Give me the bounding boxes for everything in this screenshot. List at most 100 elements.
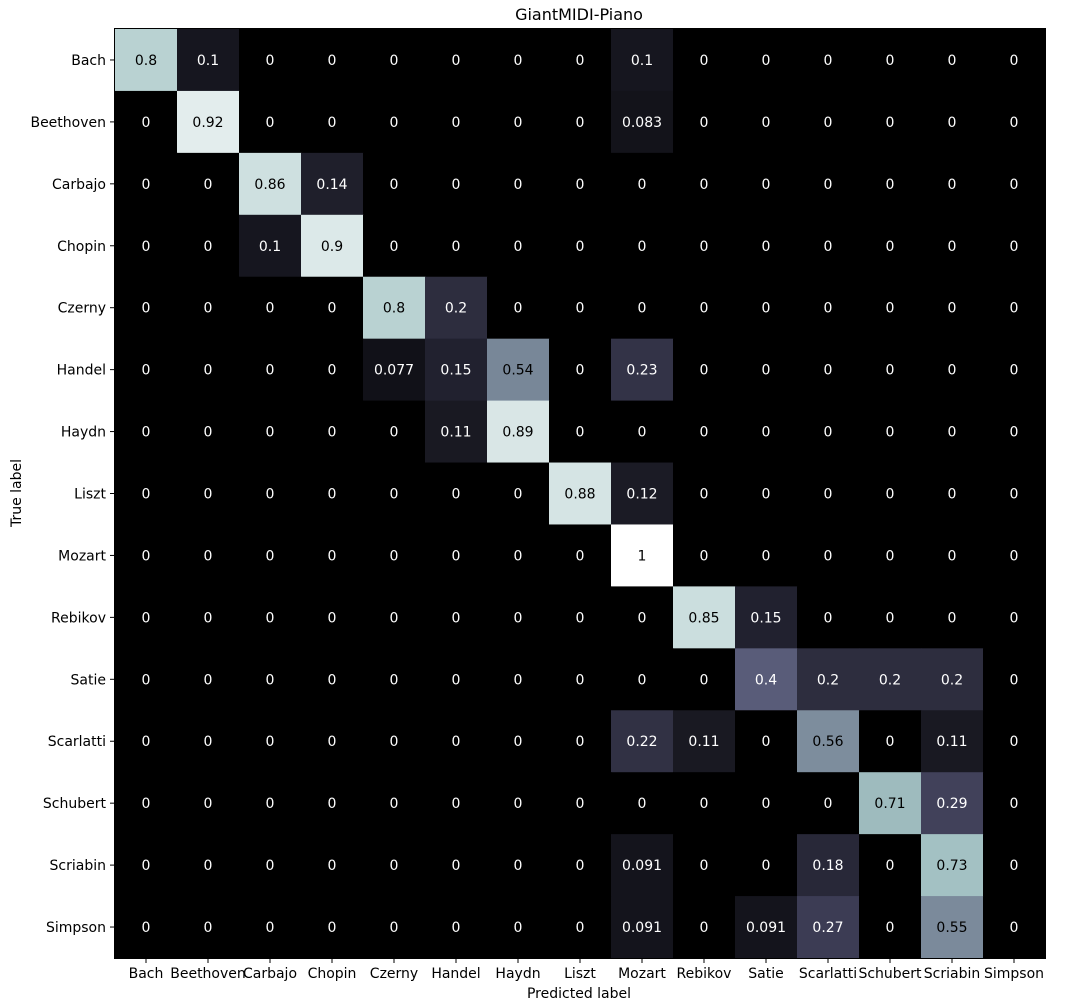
heatmap-cell bbox=[549, 400, 612, 464]
cell-value-label: 0 bbox=[452, 920, 461, 936]
cell-value-label: 0 bbox=[824, 177, 833, 193]
cell-value-label: 0 bbox=[948, 363, 957, 379]
cell-value-label: 0 bbox=[328, 672, 337, 688]
cell-value-label: 0 bbox=[700, 796, 709, 812]
cell-value-label: 0 bbox=[142, 672, 151, 688]
cell-value-label: 0 bbox=[886, 734, 895, 750]
heatmap-cell bbox=[983, 276, 1046, 340]
heatmap-cell bbox=[611, 152, 674, 216]
heatmap-cell bbox=[549, 462, 612, 525]
cell-value-label: 0 bbox=[1010, 177, 1019, 193]
cell-value-label: 0 bbox=[266, 487, 275, 503]
heatmap-cell bbox=[301, 834, 364, 897]
heatmap-cell bbox=[239, 90, 302, 154]
cell-value-label: 0.2 bbox=[817, 672, 839, 688]
cell-value-label: 0 bbox=[204, 301, 213, 317]
heatmap-cell bbox=[673, 834, 736, 897]
heatmap-cell bbox=[487, 462, 550, 525]
cell-value-label: 0 bbox=[390, 734, 399, 750]
heatmap-cell bbox=[115, 648, 178, 711]
cell-value-label: 0.55 bbox=[936, 920, 967, 936]
cell-value-label: 0 bbox=[452, 53, 461, 69]
cell-value-label: 0.54 bbox=[502, 363, 533, 379]
cell-value-label: 0 bbox=[824, 487, 833, 503]
cell-value-label: 0 bbox=[142, 796, 151, 812]
cell-value-label: 0 bbox=[266, 920, 275, 936]
x-tick-label: Scriabin bbox=[924, 966, 980, 982]
heatmap-cell bbox=[177, 152, 240, 216]
heatmap-cell bbox=[735, 524, 798, 587]
cell-value-label: 0 bbox=[1010, 425, 1019, 441]
y-tick-label: Haydn bbox=[61, 425, 106, 441]
cell-value-label: 0 bbox=[1010, 115, 1019, 131]
heatmap-cell bbox=[859, 338, 922, 402]
cell-value-label: 0.29 bbox=[936, 796, 967, 812]
heatmap-cell bbox=[425, 710, 488, 773]
heatmap-cell bbox=[425, 276, 488, 340]
cell-value-label: 0 bbox=[824, 425, 833, 441]
cell-value-label: 0 bbox=[390, 548, 399, 564]
heatmap-cell bbox=[797, 896, 860, 959]
heatmap-cell bbox=[301, 338, 364, 402]
heatmap-cell bbox=[425, 462, 488, 525]
cell-value-label: 0.8 bbox=[383, 301, 405, 317]
heatmap-cell bbox=[673, 214, 736, 278]
heatmap-cell bbox=[115, 896, 178, 959]
heatmap-cell bbox=[363, 276, 426, 340]
cell-value-label: 0 bbox=[824, 239, 833, 255]
cell-value-label: 0 bbox=[1010, 53, 1019, 69]
cell-value-label: 0 bbox=[142, 425, 151, 441]
heatmap-cell bbox=[549, 896, 612, 959]
heatmap-cell bbox=[673, 772, 736, 835]
cell-value-label: 0.091 bbox=[622, 858, 662, 874]
cell-value-label: 0 bbox=[948, 239, 957, 255]
cell-value-label: 0.86 bbox=[254, 177, 285, 193]
heatmap-cell bbox=[425, 214, 488, 278]
cell-value-label: 0 bbox=[328, 796, 337, 812]
heatmap-cell bbox=[735, 29, 798, 92]
cell-value-label: 0.88 bbox=[564, 487, 595, 503]
cell-value-label: 0 bbox=[142, 301, 151, 317]
cell-value-label: 0 bbox=[204, 858, 213, 874]
cell-value-label: 0 bbox=[328, 301, 337, 317]
heatmap-cell bbox=[797, 214, 860, 278]
cell-value-label: 0 bbox=[638, 239, 647, 255]
cell-value-label: 0 bbox=[204, 796, 213, 812]
cell-value-label: 0 bbox=[204, 734, 213, 750]
heatmap-cell bbox=[487, 276, 550, 340]
heatmap-cell bbox=[363, 896, 426, 959]
cell-value-label: 0 bbox=[700, 548, 709, 564]
cell-value-label: 0 bbox=[266, 858, 275, 874]
x-tick-label: Chopin bbox=[308, 966, 357, 982]
heatmap-cell bbox=[673, 90, 736, 154]
heatmap-cell bbox=[859, 648, 922, 711]
cell-value-label: 0 bbox=[1010, 734, 1019, 750]
cell-value-label: 0 bbox=[762, 548, 771, 564]
heatmap-cell bbox=[797, 152, 860, 216]
heatmap-cells bbox=[115, 29, 1046, 959]
heatmap-cell bbox=[735, 90, 798, 154]
cell-value-label: 0 bbox=[514, 734, 523, 750]
heatmap-cell bbox=[301, 710, 364, 773]
x-tick-label: Czerny bbox=[370, 966, 418, 982]
heatmap-cell bbox=[673, 400, 736, 464]
heatmap-cell bbox=[797, 834, 860, 897]
heatmap-cell bbox=[425, 29, 488, 92]
cell-value-label: 0 bbox=[328, 858, 337, 874]
heatmap-cell bbox=[611, 400, 674, 464]
heatmap-cell bbox=[797, 586, 860, 649]
cell-value-label: 0 bbox=[204, 177, 213, 193]
x-tick-label: Schubert bbox=[858, 966, 922, 982]
cell-value-label: 0.92 bbox=[192, 115, 223, 131]
cell-value-label: 0 bbox=[948, 548, 957, 564]
cell-value-label: 0 bbox=[762, 363, 771, 379]
cell-value-label: 0 bbox=[886, 920, 895, 936]
cell-value-label: 0 bbox=[204, 363, 213, 379]
cell-value-label: 0 bbox=[824, 548, 833, 564]
heatmap-cell bbox=[487, 90, 550, 154]
cell-value-label: 0 bbox=[390, 53, 399, 69]
cell-value-label: 0 bbox=[142, 363, 151, 379]
cell-value-label: 0 bbox=[452, 858, 461, 874]
y-axis-ticks: Bach Beethoven Carbajo Chopin Czerny Handel Ha… bbox=[30, 53, 115, 936]
cell-value-label: 0 bbox=[948, 301, 957, 317]
